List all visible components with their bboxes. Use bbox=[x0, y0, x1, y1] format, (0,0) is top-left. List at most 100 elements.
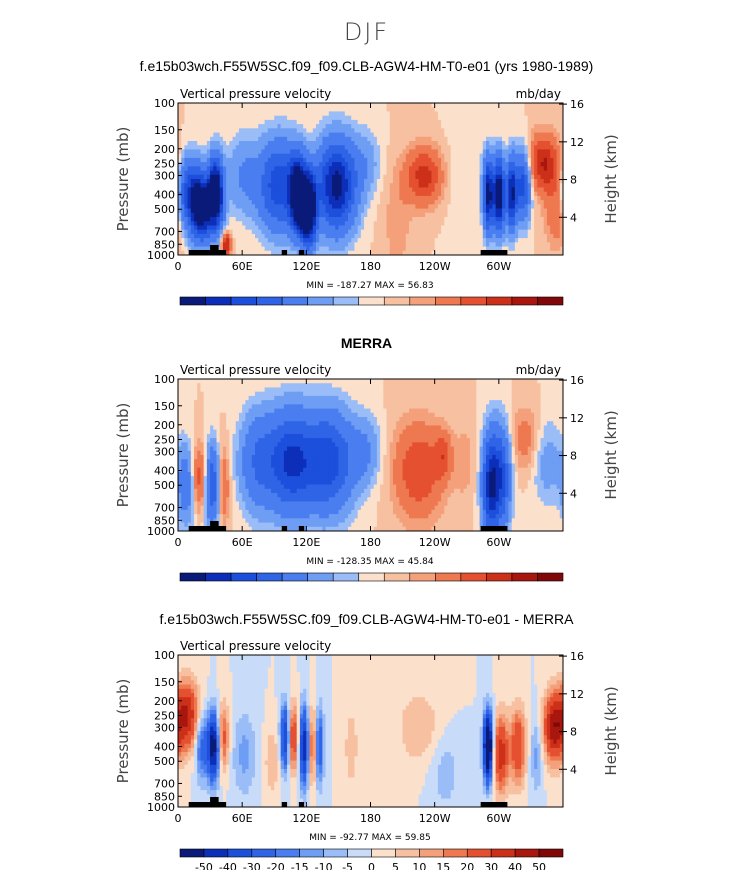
field-cell bbox=[386, 170, 391, 176]
field-cell bbox=[360, 145, 365, 150]
field-cell bbox=[540, 107, 545, 112]
field-cell bbox=[194, 136, 198, 142]
field-cell bbox=[287, 179, 291, 184]
field-cell bbox=[290, 145, 294, 150]
field-cell bbox=[521, 195, 525, 201]
field-cell bbox=[181, 505, 185, 511]
field-cell bbox=[469, 217, 474, 222]
field-cell bbox=[354, 250, 359, 256]
field-cell bbox=[428, 136, 432, 142]
field-cell bbox=[543, 212, 548, 218]
field-cell bbox=[190, 509, 195, 515]
field-cell bbox=[534, 225, 538, 231]
field-cell bbox=[242, 141, 246, 146]
field-cell bbox=[502, 170, 506, 176]
field-cell bbox=[511, 179, 516, 184]
field-cell bbox=[556, 246, 561, 252]
colorbar-box bbox=[486, 296, 513, 306]
field-cell bbox=[370, 250, 375, 256]
field-cell bbox=[309, 187, 314, 193]
field-cell bbox=[312, 229, 317, 235]
field-cell bbox=[409, 107, 413, 112]
field-cell bbox=[383, 162, 387, 167]
field-cell bbox=[373, 166, 378, 171]
field-cell bbox=[206, 488, 211, 494]
field-cell bbox=[287, 132, 291, 138]
field-cell bbox=[550, 233, 554, 239]
field-cell bbox=[187, 132, 192, 138]
field-cell bbox=[473, 217, 477, 222]
field-cell bbox=[348, 250, 352, 256]
field-cell bbox=[187, 404, 192, 409]
field-cell bbox=[299, 170, 304, 176]
field-cell bbox=[251, 250, 256, 256]
field-cell bbox=[505, 132, 509, 138]
field-cell bbox=[219, 459, 224, 464]
field-cell bbox=[197, 459, 201, 464]
field-cell bbox=[280, 200, 285, 205]
field-cell bbox=[473, 124, 477, 129]
field-cell bbox=[251, 233, 256, 239]
field-cell bbox=[344, 174, 349, 180]
field-cell bbox=[495, 174, 500, 180]
field-cell bbox=[444, 157, 448, 163]
field-cell bbox=[222, 518, 227, 523]
field-cell bbox=[460, 212, 464, 218]
field-cell bbox=[364, 132, 368, 138]
field-cell bbox=[293, 204, 298, 209]
field-cell bbox=[261, 246, 266, 252]
field-cell bbox=[540, 149, 545, 155]
field-cell bbox=[255, 162, 259, 167]
field-cell bbox=[242, 111, 246, 117]
field-cell bbox=[389, 153, 394, 159]
field-cell bbox=[441, 200, 445, 205]
field-cell bbox=[309, 141, 314, 146]
field-cell bbox=[306, 107, 310, 112]
field-cell bbox=[181, 526, 185, 532]
field-cell bbox=[437, 128, 442, 133]
field-cell bbox=[222, 425, 227, 431]
field-cell bbox=[229, 107, 233, 112]
field-cell bbox=[213, 408, 217, 414]
field-cell bbox=[405, 187, 410, 193]
field-cell bbox=[203, 132, 208, 138]
field-cell bbox=[482, 141, 487, 146]
field-cell bbox=[421, 119, 426, 125]
field-cell bbox=[514, 229, 519, 235]
field-cell bbox=[277, 107, 282, 112]
field-cell bbox=[524, 238, 529, 243]
field-cell bbox=[255, 250, 259, 256]
field-cell bbox=[399, 153, 403, 159]
field-cell bbox=[425, 157, 429, 163]
field-cell bbox=[242, 183, 246, 188]
field-cell bbox=[527, 187, 532, 193]
field-cell bbox=[396, 221, 400, 226]
field-cell bbox=[299, 195, 304, 201]
field-cell bbox=[277, 217, 282, 222]
field-cell bbox=[344, 229, 349, 235]
field-cell bbox=[206, 459, 211, 464]
field-cell bbox=[187, 467, 192, 473]
field-cell bbox=[226, 425, 230, 431]
field-cell bbox=[412, 187, 416, 193]
field-cell bbox=[534, 208, 538, 214]
field-cell bbox=[319, 174, 323, 180]
field-cell bbox=[447, 111, 452, 117]
field-cell bbox=[197, 514, 201, 519]
field-cell bbox=[444, 200, 448, 205]
field-cell bbox=[511, 238, 516, 243]
field-cell bbox=[213, 229, 217, 235]
field-cell bbox=[492, 170, 497, 176]
field-cell bbox=[226, 488, 230, 494]
field-cell bbox=[373, 200, 378, 205]
field-cell bbox=[418, 229, 423, 235]
field-cell bbox=[229, 404, 233, 409]
field-cell bbox=[226, 455, 230, 460]
field-cell bbox=[489, 200, 493, 205]
field-cell bbox=[232, 103, 237, 108]
field-cell bbox=[197, 442, 201, 447]
field-cell bbox=[521, 183, 525, 188]
field-cell bbox=[210, 383, 214, 388]
field-cell bbox=[258, 204, 262, 209]
field-cell bbox=[287, 217, 291, 222]
